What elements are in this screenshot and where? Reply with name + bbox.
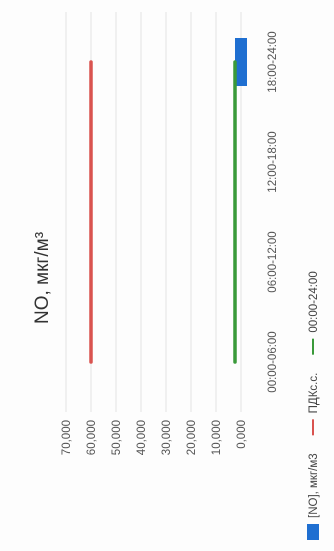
x-category-label: 00:00-06:00	[267, 331, 279, 392]
bar	[235, 38, 247, 86]
x-axis-categories: 00:00-06:00 06:00-12:00 12:00-18:00 18:00-2…	[267, 31, 279, 392]
y-axis-ticks: 0,000 10,000 20,000 30,000 40,000 50,000 60,00…	[61, 420, 248, 455]
chart-marks	[89, 38, 247, 364]
legend: [NO], мкг/м3 ПДКс.с. 00:00-24:00	[307, 271, 320, 540]
x-category-label: 12:00-18:00	[267, 131, 279, 192]
y-tick-label: 50,000	[111, 420, 123, 455]
x-category-label: 06:00-12:00	[267, 231, 279, 292]
y-tick-label: 60,000	[86, 420, 98, 455]
x-category-label: 18:00-24:00	[267, 31, 279, 92]
y-tick-label: 30,000	[161, 420, 173, 455]
y-tick-label: 70,000	[61, 420, 73, 455]
legend-label: ПДКс.с.	[308, 373, 320, 414]
chart-title: NO, мкг/м³	[32, 232, 53, 324]
legend-swatch	[307, 524, 319, 540]
legend-label: [NO], мкг/м3	[308, 453, 320, 518]
y-tick-label: 0,000	[236, 420, 248, 449]
y-tick-label: 40,000	[136, 420, 148, 455]
y-tick-label: 10,000	[211, 420, 223, 455]
legend-label: 00:00-24:00	[308, 271, 320, 332]
y-tick-label: 20,000	[186, 420, 198, 455]
